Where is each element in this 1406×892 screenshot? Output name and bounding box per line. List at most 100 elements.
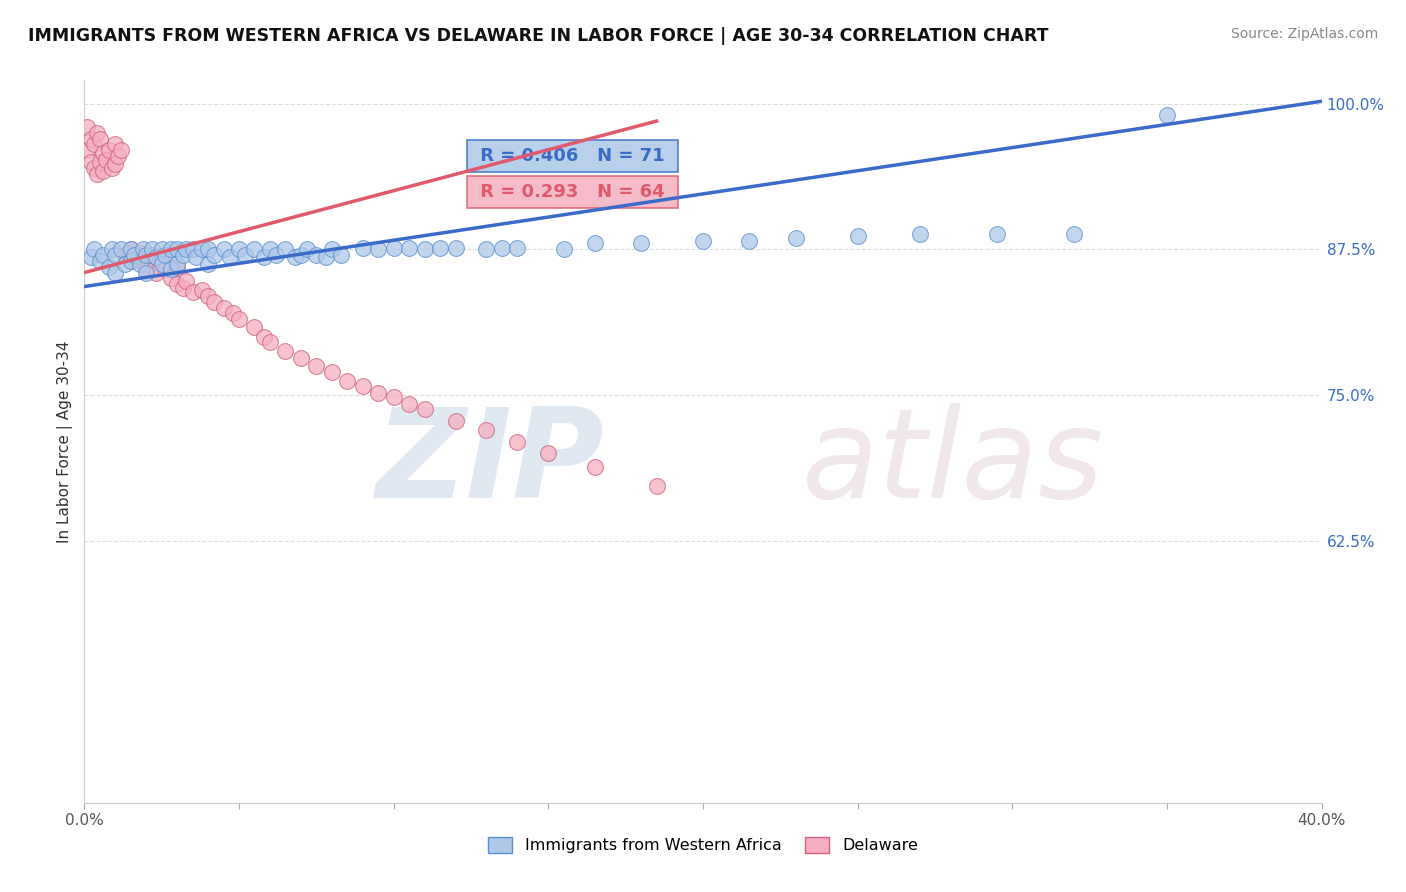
Point <box>367 385 389 400</box>
Point <box>191 242 214 256</box>
Point <box>475 242 498 256</box>
Point <box>583 236 606 251</box>
Point <box>305 359 328 373</box>
Point <box>125 251 148 265</box>
Point <box>120 242 142 256</box>
Point <box>222 306 245 320</box>
Point <box>295 242 318 256</box>
Point <box>160 271 183 285</box>
Point <box>141 242 163 256</box>
Point <box>253 251 276 265</box>
Point <box>986 227 1008 241</box>
Point <box>120 254 142 268</box>
Point <box>145 251 167 265</box>
Point <box>166 277 188 292</box>
Point <box>184 251 207 265</box>
Point <box>352 378 374 392</box>
Point <box>398 397 420 411</box>
Point <box>160 242 183 256</box>
Point <box>79 131 101 145</box>
Point <box>104 266 127 280</box>
Point <box>274 242 297 256</box>
Point <box>475 423 498 437</box>
Point <box>120 254 142 268</box>
Point <box>259 335 281 350</box>
Point <box>120 242 142 256</box>
Point <box>150 257 173 271</box>
Point <box>336 374 359 388</box>
Point <box>197 242 219 256</box>
Point <box>89 254 111 268</box>
Point <box>290 248 312 262</box>
Point <box>153 262 176 277</box>
Point <box>135 262 157 277</box>
Y-axis label: In Labor Force | Age 30-34: In Labor Force | Age 30-34 <box>58 340 73 543</box>
Point <box>330 248 353 262</box>
Point <box>218 251 240 265</box>
Text: R = 0.293   N = 64: R = 0.293 N = 64 <box>474 183 671 202</box>
Text: R = 0.406   N = 71: R = 0.406 N = 71 <box>474 147 671 165</box>
Point <box>122 248 145 262</box>
Point <box>166 242 188 256</box>
Point <box>79 154 101 169</box>
Point <box>243 320 266 334</box>
Point <box>382 241 405 255</box>
Point <box>101 242 124 256</box>
Point <box>166 260 188 274</box>
Point <box>315 251 337 265</box>
Text: Source: ZipAtlas.com: Source: ZipAtlas.com <box>1230 27 1378 41</box>
Point <box>83 242 105 256</box>
Point <box>202 294 225 309</box>
Point <box>135 251 157 265</box>
Point <box>305 248 328 262</box>
Point <box>429 241 451 255</box>
Point <box>352 241 374 255</box>
Point <box>274 343 297 358</box>
Text: ZIP: ZIP <box>375 402 605 524</box>
Point <box>91 248 114 262</box>
Point <box>191 283 214 297</box>
Point <box>181 285 204 300</box>
Point <box>166 257 188 271</box>
Point <box>104 137 127 152</box>
Point <box>76 120 98 134</box>
Point <box>491 241 513 255</box>
Text: atlas: atlas <box>801 402 1104 524</box>
Point <box>382 390 405 404</box>
Point <box>176 274 198 288</box>
Point <box>89 131 111 145</box>
Point <box>197 289 219 303</box>
Point <box>91 164 114 178</box>
Point <box>160 262 183 277</box>
Point <box>101 161 124 175</box>
Point <box>110 143 132 157</box>
Point <box>444 413 467 427</box>
Point <box>398 241 420 255</box>
Point <box>553 242 575 256</box>
Point <box>132 254 155 268</box>
Point <box>98 143 121 157</box>
Point <box>114 257 136 271</box>
Point <box>79 251 101 265</box>
Point <box>86 167 108 181</box>
Point <box>321 365 343 379</box>
Point <box>444 241 467 255</box>
Point <box>212 301 235 315</box>
Point <box>94 153 117 167</box>
Point <box>104 157 127 171</box>
Point <box>104 248 127 262</box>
Point <box>506 241 529 255</box>
Point <box>135 248 157 262</box>
Point <box>114 248 136 262</box>
Point <box>846 229 869 244</box>
Point <box>413 242 436 256</box>
Point <box>172 248 194 262</box>
Point <box>233 248 256 262</box>
Point <box>110 242 132 256</box>
Point <box>122 248 145 262</box>
Point <box>537 446 560 460</box>
Point <box>86 126 108 140</box>
Point <box>583 460 606 475</box>
Point <box>630 236 652 251</box>
Point <box>253 329 276 343</box>
